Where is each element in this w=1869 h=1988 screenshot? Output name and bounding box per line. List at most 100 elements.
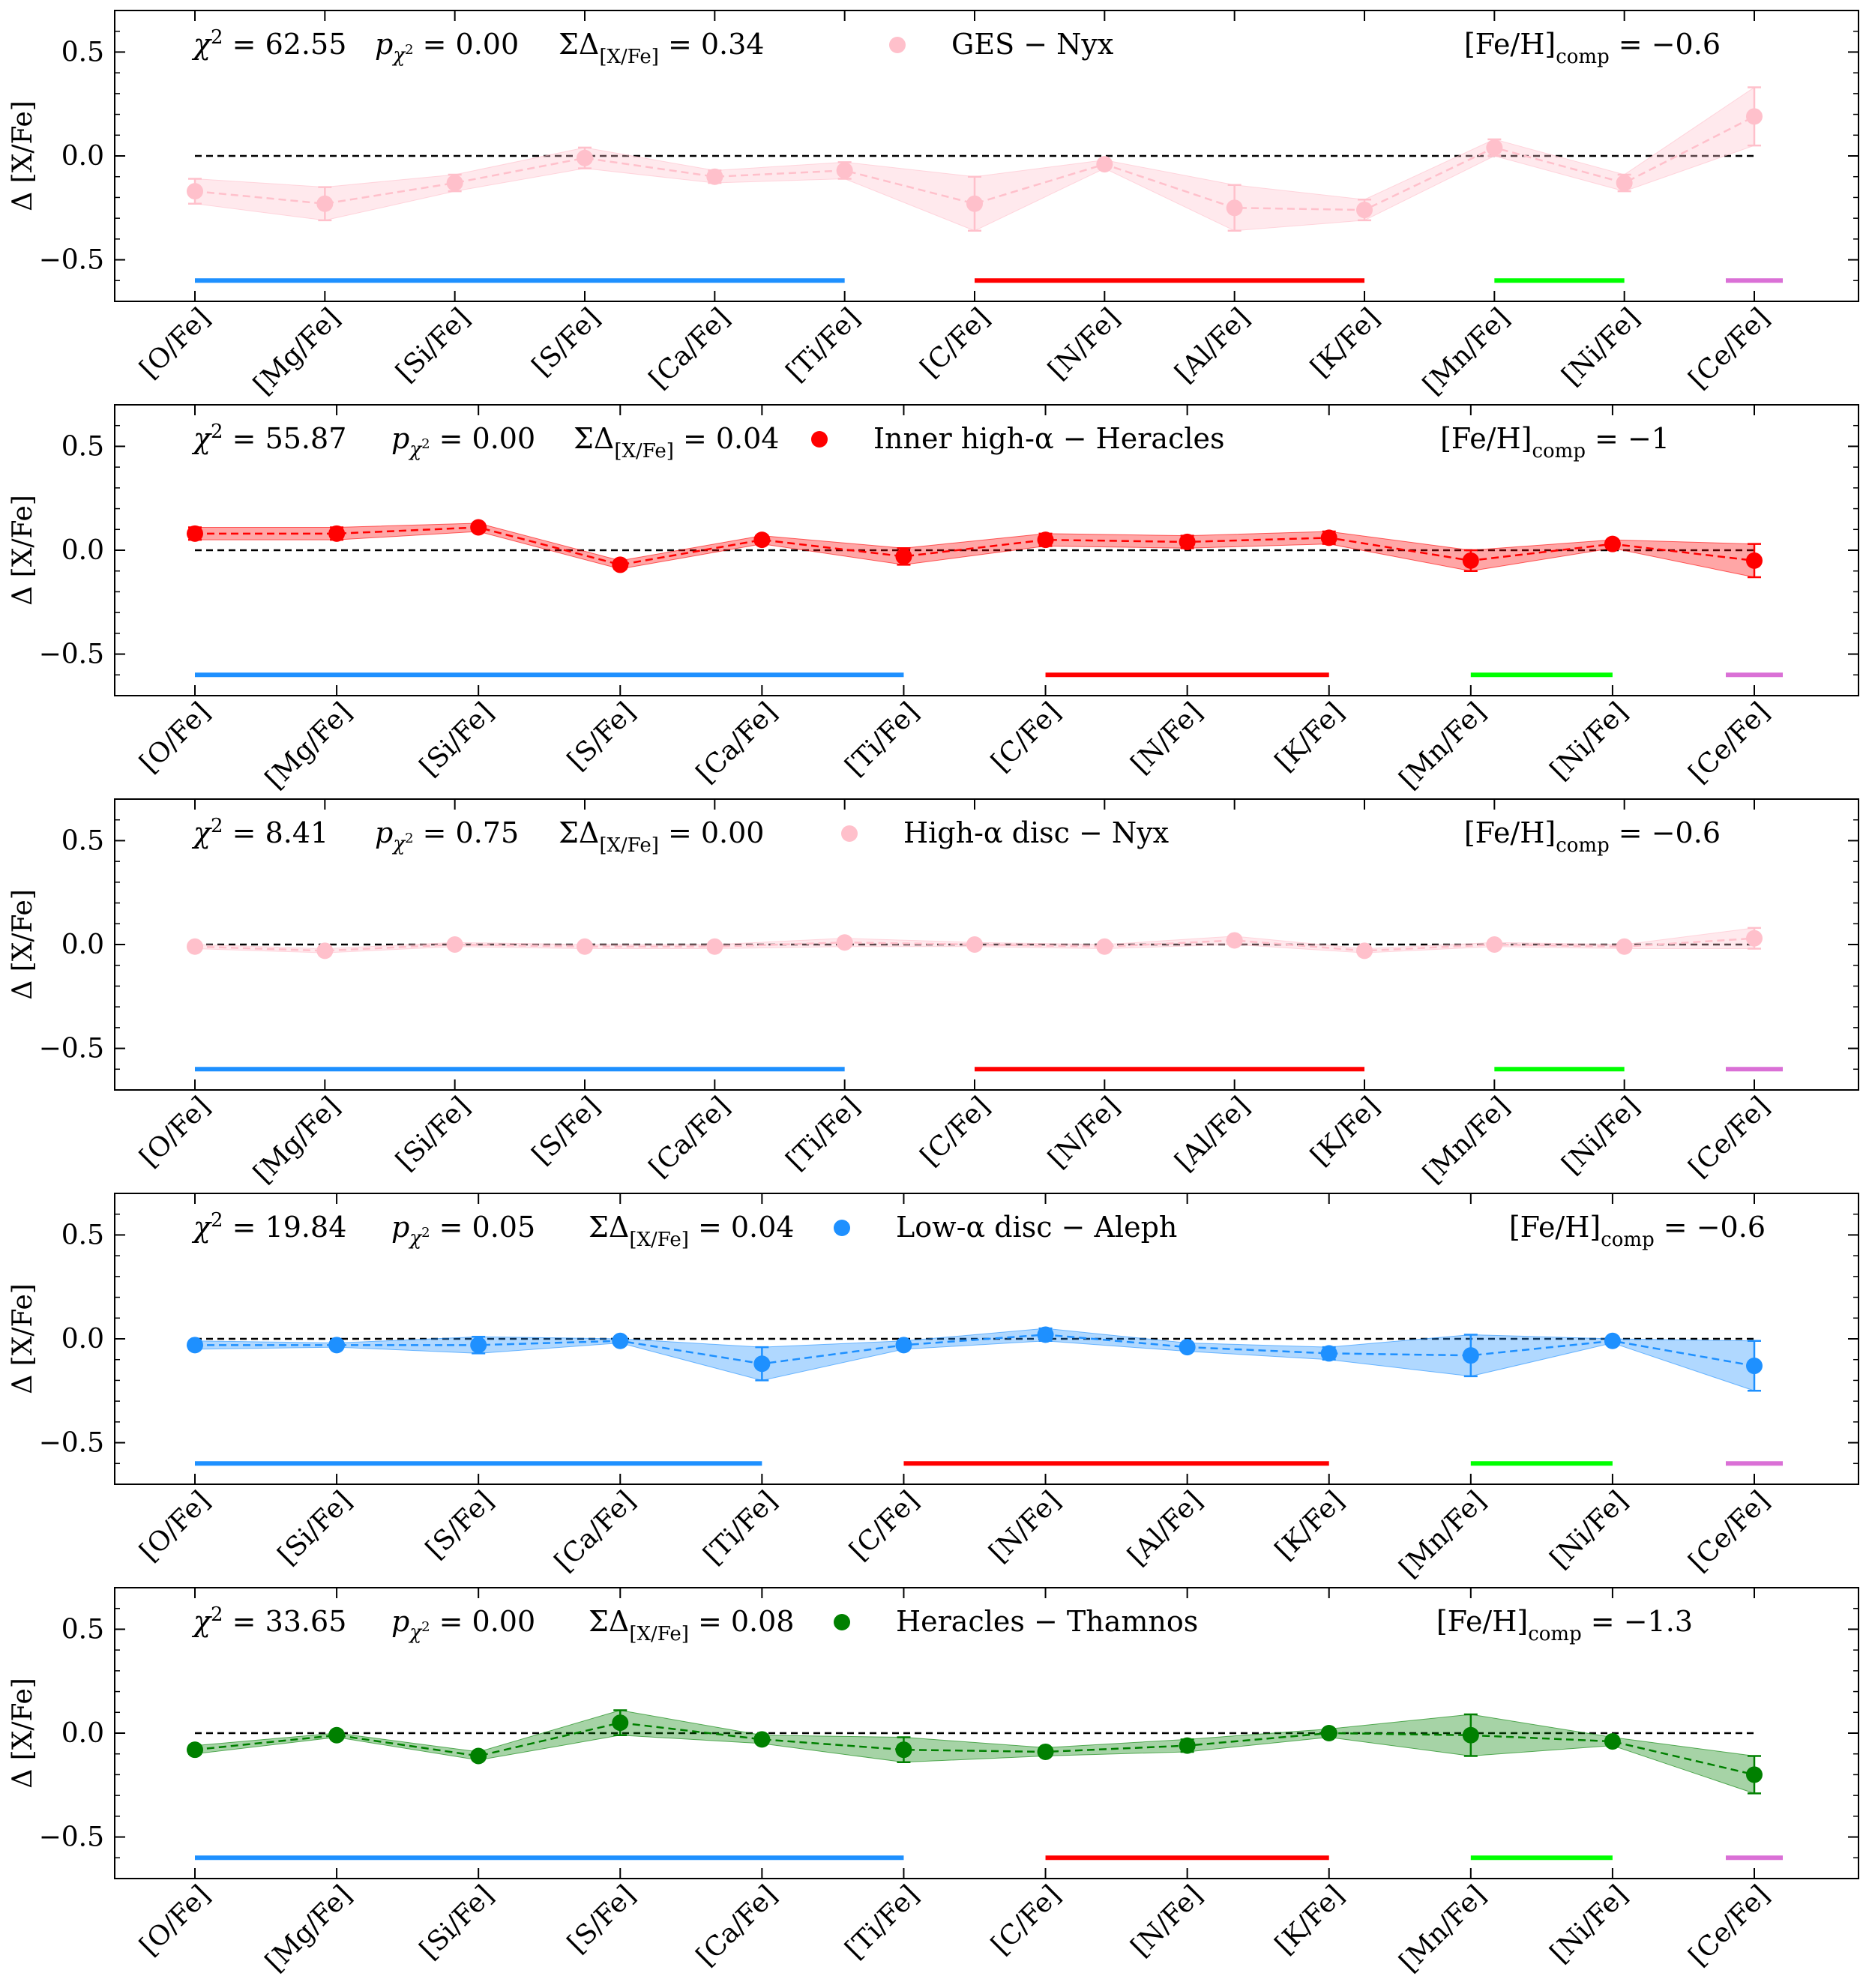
x-tick-label: [Mn/Fe] — [1394, 1879, 1492, 1978]
x-tick-label: [Mn/Fe] — [1417, 302, 1515, 400]
data-point — [1746, 1358, 1763, 1375]
data-point — [1179, 1737, 1196, 1754]
x-tick-label: [C/Fe] — [986, 1879, 1067, 1960]
x-tick-label: [K/Fe] — [1269, 1485, 1350, 1566]
data-point — [470, 1747, 487, 1765]
legend-label: GES − Nyx — [951, 28, 1113, 61]
x-tick-label: [C/Fe] — [915, 1091, 996, 1172]
x-tick-label: [Mn/Fe] — [1394, 696, 1492, 795]
legend-marker — [834, 1614, 850, 1630]
data-point — [612, 556, 629, 573]
x-tick-label: [K/Fe] — [1269, 1879, 1350, 1960]
error-band — [194, 522, 1755, 578]
x-tick-label: [N/Fe] — [1125, 1879, 1209, 1963]
data-point — [328, 1337, 346, 1354]
x-tick-label: [Mg/Fe] — [259, 1879, 358, 1978]
sum-delta-annotation: ΣΔ[X/Fe] = 0.08 — [589, 1605, 794, 1645]
data-point — [895, 548, 912, 565]
data-point — [836, 934, 853, 951]
data-point — [1604, 1733, 1621, 1750]
x-tick-label: [Ni/Fe] — [1544, 1879, 1634, 1969]
x-tick-label: [Si/Fe] — [272, 1485, 358, 1570]
x-tick-label: [S/Fe] — [420, 1485, 499, 1564]
data-point — [895, 1337, 912, 1354]
error-band — [194, 1328, 1755, 1391]
data-point — [577, 149, 593, 166]
x-tick-label: [Ce/Fe] — [1683, 1879, 1775, 1972]
data-point — [706, 168, 723, 185]
x-tick-label: [Ni/Fe] — [1544, 696, 1634, 786]
x-tick-label: [K/Fe] — [1305, 1091, 1386, 1172]
sum-delta-annotation: ΣΔ[X/Fe] = 0.04 — [574, 422, 779, 463]
sum-delta-annotation: ΣΔ[X/Fe] = 0.04 — [589, 1211, 794, 1251]
data-point — [895, 1741, 912, 1759]
x-tick-label: [O/Fe] — [134, 1485, 217, 1567]
data-point — [1037, 1743, 1054, 1760]
panel-2: 0.5 0.0 −0.5 Δ [X/Fe] [O/Fe] [Mg/Fe] [Si/Fe] [S… — [7, 404, 1859, 795]
feh-comp-annotation: [Fe/H]comp = −1.3 — [1436, 1605, 1693, 1645]
data-point — [1746, 552, 1763, 569]
sum-delta-annotation: ΣΔ[X/Fe] = 0.34 — [559, 28, 764, 68]
data-point — [446, 175, 463, 192]
y-tick-label: −0.5 — [39, 1822, 104, 1853]
panel-3: 0.5 0.0 −0.5 Δ [X/Fe] [O/Fe] [Mg/Fe] [Si/Fe] [S… — [7, 798, 1859, 1190]
y-tick-label: 0.5 — [61, 825, 104, 856]
error-band — [194, 1710, 1755, 1795]
data-point — [1096, 938, 1113, 955]
feh-comp-annotation: [Fe/H]comp = −0.6 — [1464, 816, 1721, 857]
data-point — [316, 195, 334, 212]
y-tick-label: −0.5 — [39, 1034, 104, 1064]
data-point — [966, 195, 983, 212]
data-point — [753, 1355, 771, 1373]
p-value-annotation: pχ2 = 0.00 — [391, 1605, 535, 1644]
y-tick-label: −0.5 — [39, 245, 104, 276]
data-point — [1179, 533, 1196, 550]
data-point — [1096, 156, 1113, 173]
x-tick-label: [Ce/Fe] — [1683, 696, 1775, 789]
x-tick-label: [S/Fe] — [562, 1879, 641, 1959]
x-tick-label: [K/Fe] — [1305, 302, 1386, 383]
y-tick-label: −0.5 — [39, 639, 104, 670]
data-point — [1462, 552, 1479, 569]
legend-label: Low-α disc − Aleph — [896, 1211, 1177, 1244]
y-tick-label: 0.0 — [61, 1718, 104, 1749]
data-point — [1356, 202, 1373, 219]
data-point — [753, 531, 771, 549]
series-line — [195, 1334, 1755, 1367]
x-tick-label: [S/Fe] — [526, 1091, 606, 1170]
legend-marker — [811, 431, 828, 448]
data-point — [1226, 199, 1243, 217]
x-tick-label: [Ce/Fe] — [1683, 1091, 1775, 1183]
x-tick-label: [S/Fe] — [526, 302, 606, 382]
x-tick-label: [Si/Fe] — [414, 696, 499, 782]
x-tick-label: [Mg/Fe] — [259, 696, 358, 795]
data-point — [966, 936, 983, 953]
x-tick-label: [Ti/Fe] — [698, 1485, 783, 1570]
legend-label: Inner high-α − Heracles — [873, 422, 1225, 455]
data-point — [1486, 139, 1503, 156]
data-point — [470, 519, 487, 536]
feh-comp-annotation: [Fe/H]comp = −0.6 — [1509, 1211, 1766, 1251]
x-tick-label: [O/Fe] — [134, 696, 217, 779]
x-tick-label: [Si/Fe] — [391, 302, 476, 388]
x-tick-label: [O/Fe] — [134, 1879, 217, 1962]
x-tick-label: [Ni/Fe] — [1556, 1091, 1646, 1180]
panel-1: 0.5 0.0 −0.5 Δ [X/Fe] [O/Fe] [Mg/Fe] [Si/Fe] [S… — [7, 10, 1859, 401]
x-tick-label: [Ti/Fe] — [840, 696, 925, 782]
data-point — [1604, 1332, 1621, 1349]
data-point — [328, 1726, 346, 1744]
x-tick-label: [Ce/Fe] — [1683, 1485, 1775, 1577]
chi2-annotation: χ2 = 55.87 — [191, 421, 346, 455]
x-tick-label: [Ti/Fe] — [840, 1879, 925, 1965]
data-point — [470, 1337, 487, 1354]
x-tick-label: [Mn/Fe] — [1394, 1485, 1492, 1583]
x-tick-label: [Ni/Fe] — [1544, 1485, 1634, 1574]
data-point — [612, 1332, 629, 1349]
x-tick-label: [Ca/Fe] — [690, 1879, 783, 1972]
x-tick-label: [N/Fe] — [1043, 302, 1126, 385]
data-point — [1746, 1766, 1763, 1783]
x-tick-label: [Al/Fe] — [1122, 1485, 1209, 1571]
data-point — [187, 938, 203, 955]
x-tick-label: [K/Fe] — [1269, 696, 1350, 777]
x-tick-label: [Mg/Fe] — [248, 302, 346, 400]
